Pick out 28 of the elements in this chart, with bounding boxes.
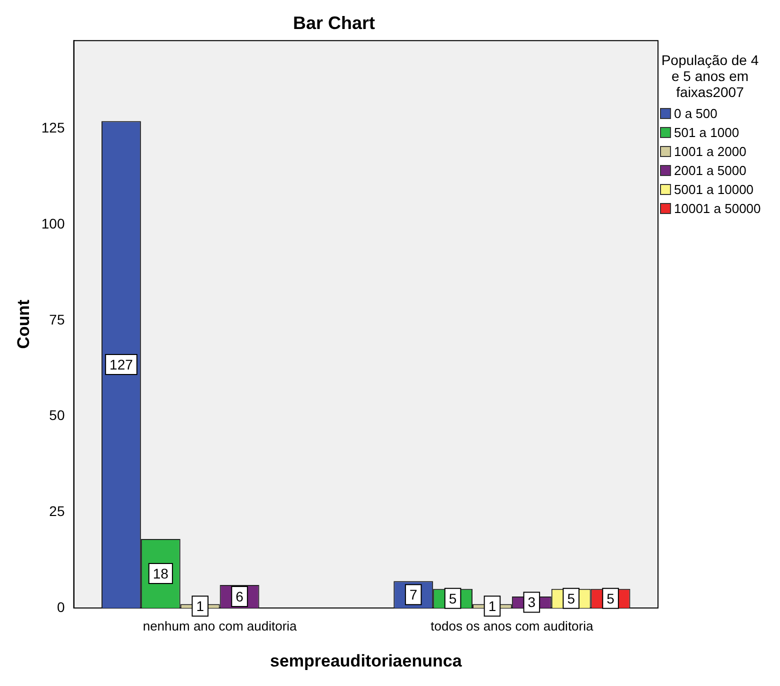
data-label: 127 [110, 356, 134, 372]
y-tick-label: 0 [56, 598, 65, 615]
y-tick-label: 25 [49, 503, 65, 520]
y-tick-label: 75 [49, 311, 65, 328]
y-axis-title: Count [14, 299, 33, 349]
chart-title: Bar Chart [292, 12, 376, 33]
y-tick-label: 100 [41, 215, 65, 232]
data-label: 5 [606, 590, 615, 606]
data-label: 6 [236, 588, 244, 604]
x-axis-title: sempreauditoriaenunca [270, 651, 462, 670]
legend-label: 2001 a 5000 [674, 163, 746, 178]
x-tick-label: nenhum ano com auditoria [142, 618, 298, 634]
data-label: 7 [409, 586, 418, 602]
data-label: 3 [528, 594, 536, 610]
y-tick-label: 50 [49, 407, 65, 424]
legend-title: População de 4 e 5 anos em faixas2007 [660, 52, 760, 100]
x-tick-label: todos os anos com auditoria [430, 618, 594, 634]
legend-label: 0 a 500 [674, 106, 718, 121]
legend-label: 501 a 1000 [674, 125, 740, 140]
data-label: 1 [196, 598, 204, 614]
y-tick-label: 125 [41, 120, 65, 136]
data-label: 5 [567, 590, 576, 606]
data-label: 18 [152, 565, 169, 582]
data-label: 5 [448, 590, 457, 606]
legend-label: 1001 a 2000 [674, 144, 746, 159]
data-label: 1 [488, 598, 496, 614]
legend-label: 10001 a 50000 [674, 201, 761, 216]
legend-label: 5001 a 10000 [674, 182, 754, 197]
